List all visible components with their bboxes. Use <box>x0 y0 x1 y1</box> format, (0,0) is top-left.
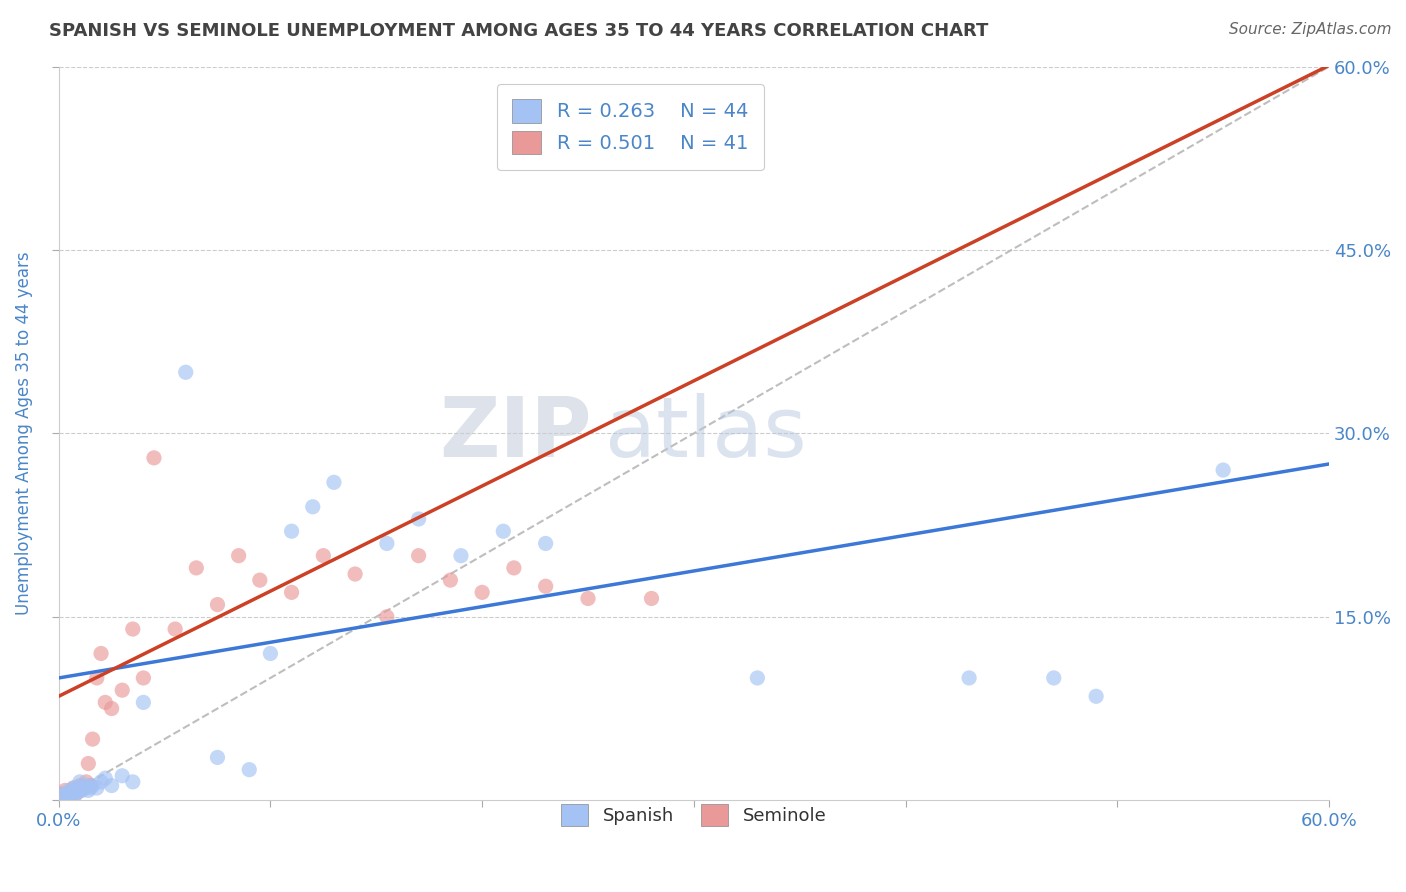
Point <box>408 512 430 526</box>
Point <box>375 609 398 624</box>
Point <box>82 779 104 793</box>
Point <box>73 780 96 795</box>
Point <box>77 783 100 797</box>
Point <box>79 779 101 793</box>
Point <box>747 671 769 685</box>
Point <box>94 695 117 709</box>
Point <box>70 780 93 795</box>
Point <box>52 787 75 801</box>
Point <box>207 750 229 764</box>
Point <box>62 780 84 795</box>
Text: ZIP: ZIP <box>440 392 592 474</box>
Point <box>132 695 155 709</box>
Point <box>53 783 76 797</box>
Legend: Spanish, Seminole: Spanish, Seminole <box>553 795 835 835</box>
Point <box>65 787 87 801</box>
Text: atlas: atlas <box>605 392 807 474</box>
Point <box>66 780 89 795</box>
Point <box>312 549 335 563</box>
Point <box>1085 690 1108 704</box>
Point <box>94 771 117 785</box>
Point <box>450 549 472 563</box>
Text: SPANISH VS SEMINOLE UNEMPLOYMENT AMONG AGES 35 TO 44 YEARS CORRELATION CHART: SPANISH VS SEMINOLE UNEMPLOYMENT AMONG A… <box>49 22 988 40</box>
Point <box>53 787 76 801</box>
Point <box>90 647 112 661</box>
Point <box>121 775 143 789</box>
Point <box>62 780 84 795</box>
Point <box>576 591 599 606</box>
Point <box>143 450 166 465</box>
Text: Source: ZipAtlas.com: Source: ZipAtlas.com <box>1229 22 1392 37</box>
Point <box>58 786 80 800</box>
Point <box>132 671 155 685</box>
Point <box>100 701 122 715</box>
Point <box>60 789 83 803</box>
Point <box>90 775 112 789</box>
Point <box>56 789 79 804</box>
Point <box>60 787 83 801</box>
Point <box>66 785 89 799</box>
Point <box>73 780 96 795</box>
Point <box>69 775 91 789</box>
Point <box>70 783 93 797</box>
Point <box>1042 671 1064 685</box>
Point <box>86 780 108 795</box>
Point <box>75 779 97 793</box>
Point <box>957 671 980 685</box>
Point <box>534 536 557 550</box>
Point <box>502 561 524 575</box>
Point <box>207 598 229 612</box>
Point <box>408 549 430 563</box>
Point <box>280 524 302 539</box>
Point <box>65 787 87 801</box>
Point <box>69 783 91 797</box>
Point <box>69 779 91 793</box>
Point <box>165 622 187 636</box>
Y-axis label: Unemployment Among Ages 35 to 44 years: Unemployment Among Ages 35 to 44 years <box>15 252 32 615</box>
Point <box>121 622 143 636</box>
Point <box>65 783 87 797</box>
Point <box>62 783 84 797</box>
Point <box>174 365 197 379</box>
Point <box>344 567 367 582</box>
Point <box>280 585 302 599</box>
Point <box>301 500 323 514</box>
Point <box>77 756 100 771</box>
Point <box>259 647 281 661</box>
Point <box>82 732 104 747</box>
Point <box>111 683 134 698</box>
Point <box>375 536 398 550</box>
Point <box>62 786 84 800</box>
Point <box>111 769 134 783</box>
Point <box>640 591 662 606</box>
Point <box>75 775 97 789</box>
Point <box>1212 463 1234 477</box>
Point <box>534 579 557 593</box>
Point <box>238 763 260 777</box>
Point <box>186 561 208 575</box>
Point <box>66 780 89 795</box>
Point <box>492 524 515 539</box>
Point <box>52 787 75 801</box>
Point <box>323 475 346 490</box>
Point <box>100 779 122 793</box>
Point <box>439 573 461 587</box>
Point <box>249 573 271 587</box>
Point <box>228 549 250 563</box>
Point <box>58 783 80 797</box>
Point <box>471 585 494 599</box>
Point <box>69 780 91 795</box>
Point <box>58 787 80 801</box>
Point <box>56 789 79 803</box>
Point <box>86 671 108 685</box>
Point <box>79 780 101 795</box>
